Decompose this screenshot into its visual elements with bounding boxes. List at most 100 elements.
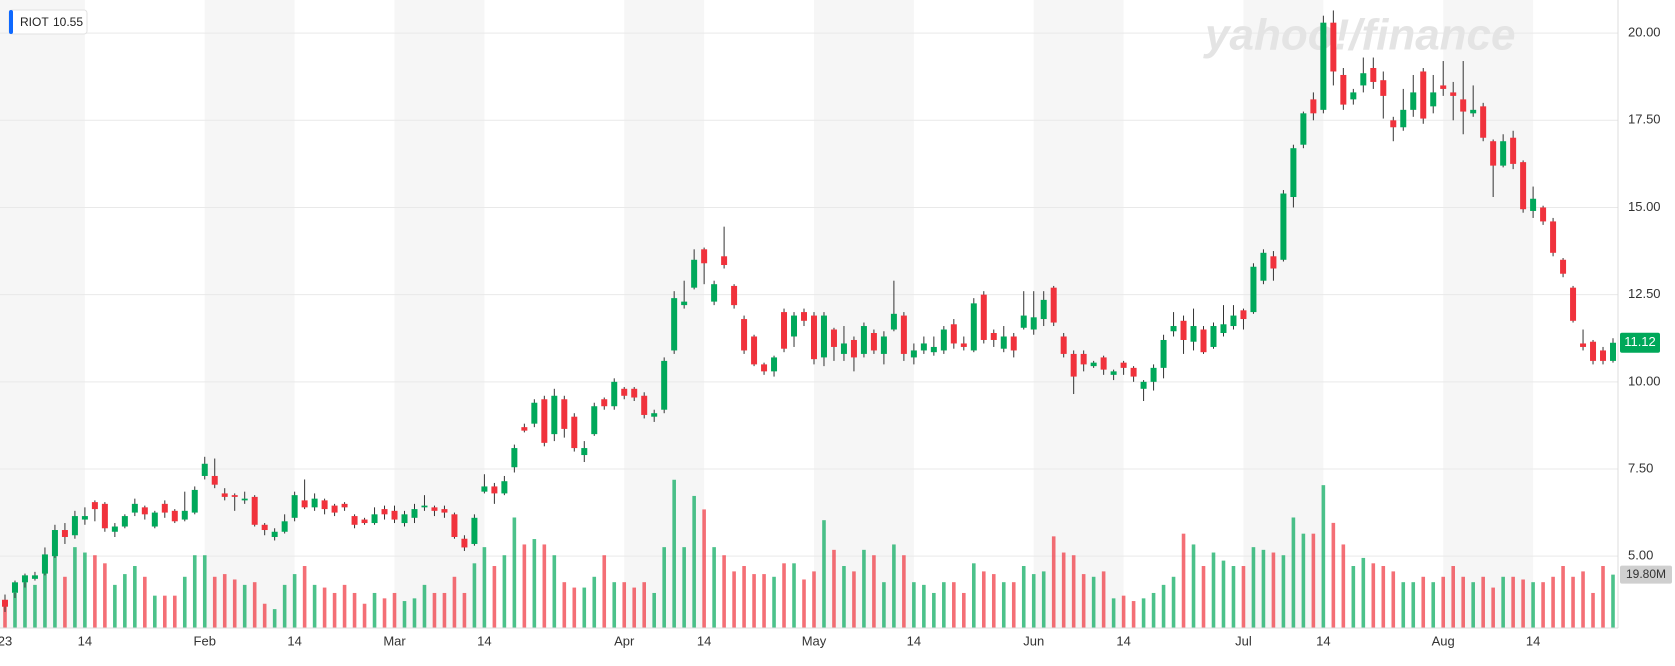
month-band [394,0,485,628]
candle-body [711,284,718,302]
x-tick-label: May [802,633,827,648]
ticker-tag[interactable]: RIOT 10.55 [8,9,88,35]
candle-body [1300,113,1307,145]
candle-body [960,343,967,347]
volume-bar [1061,552,1066,628]
volume-bar [452,576,457,628]
candle-body [331,505,338,513]
candle-body [1010,336,1017,351]
volume-bar [442,592,447,628]
month-band [204,0,295,628]
candle-body [1230,315,1237,327]
volume-bar [482,547,487,628]
volume-bar [133,566,137,628]
candle-body [571,416,578,449]
volume-bar [1001,582,1006,628]
candle-body [830,329,837,347]
volume-bar [772,576,776,628]
candle-body [581,448,588,456]
candle-body [1610,342,1617,361]
candle-body [621,388,628,396]
volume-bar [322,587,327,628]
candle-body [950,324,957,344]
candle-body [1130,367,1137,377]
volume-bar [1391,571,1396,628]
volume-bar [702,509,706,628]
volume-bar [1011,582,1016,628]
candle-body [1450,92,1457,96]
volume-bar [722,555,726,628]
candle-body [1120,362,1127,368]
candle-body [391,510,398,520]
candle-body [1540,207,1547,222]
candle-body [900,315,907,354]
candle-body [41,554,48,574]
volume-bar [622,582,627,628]
month-band [813,0,914,628]
volume-bar [162,595,167,628]
ticker-value: 10.55 [53,15,83,29]
volume-bar [1101,571,1106,628]
candle-body [1190,326,1197,342]
y-tick-label: 7.50 [1628,460,1653,475]
candle-body [231,495,238,497]
volume-bar [1211,552,1216,628]
candle-body [1370,67,1377,82]
volume-bar [1571,576,1575,628]
candle-body [1240,310,1247,320]
volume-bar [272,609,277,628]
candle-body [1080,353,1087,365]
candle-body [181,510,188,520]
volume-bar [1561,566,1565,628]
candle-body [1250,266,1257,313]
volume-bar [1521,579,1525,628]
volume-bar [1371,563,1376,628]
candle-body [721,256,728,266]
candle-body [1270,256,1277,269]
volume-bar [712,547,716,628]
candle-body [741,319,748,351]
volume-bar [902,555,906,628]
candle-body [411,509,418,518]
volume-bar [912,582,916,628]
volume-bar [932,592,936,628]
volume-bar [143,576,147,628]
volume-bar [892,544,896,628]
candle-body [1560,259,1567,274]
volume-bar [732,571,736,628]
volume-bar [432,592,437,628]
candle-body [1220,324,1227,334]
volume-tag: 19.80M [1626,567,1666,581]
volume-bar [1241,566,1246,628]
x-tick-label: 14 [1316,633,1330,648]
volume-bars [3,479,1615,628]
candle-body [51,530,58,557]
volume-bar [83,552,87,628]
volume-bar [1601,566,1605,628]
candle-body [810,315,817,360]
volume-bar [13,592,17,628]
candle-body [990,333,997,340]
volume-bar [412,598,417,628]
candle-body [1020,315,1027,328]
candle-body [1110,371,1117,375]
candle-body [1400,109,1407,128]
volume-bar [1081,574,1086,628]
candle-body [1500,141,1507,166]
candle-body [1260,252,1267,281]
volume-bar [53,533,57,628]
volume-bar [952,582,956,628]
candle-body [1060,336,1067,354]
candle-body [1380,80,1387,96]
candle-body [920,343,927,351]
volume-bar [472,563,477,628]
candle-body [401,514,408,524]
candle-body [351,516,358,525]
volume-bar [552,555,557,628]
volume-bar [103,563,107,628]
candle-body [1070,353,1077,377]
volume-bar [63,576,67,628]
candle-body [1360,73,1367,86]
candle-body [1520,162,1527,210]
